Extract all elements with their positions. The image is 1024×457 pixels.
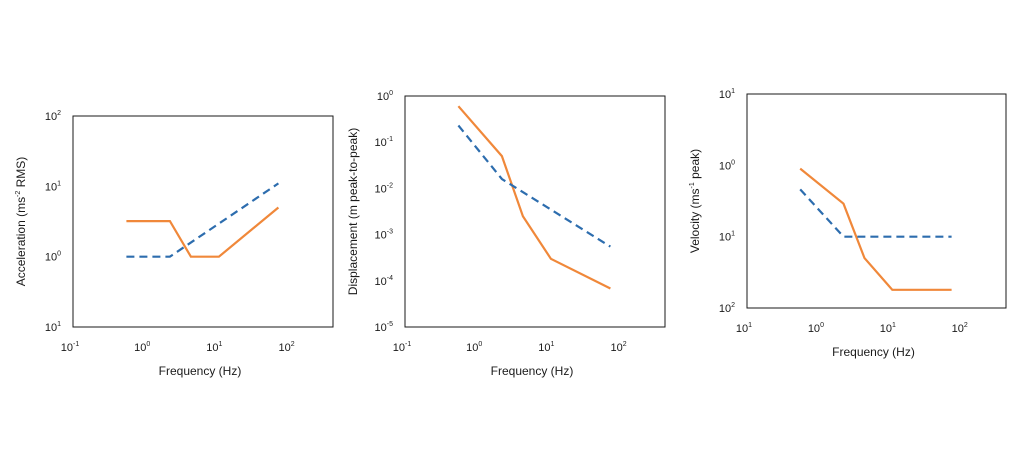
- dashed-series-line: [126, 182, 280, 258]
- solid-series-line: [457, 105, 611, 290]
- y-axis-label: Displacement (m peak-to-peak): [346, 128, 360, 295]
- x-tick-label: 102: [278, 341, 294, 354]
- chart-panel-1: 10-1 100 101 102 101 100 101 102 Frequency (Hz) A…: [14, 110, 334, 378]
- y-tick-label: 101: [45, 321, 61, 334]
- y-axis-label: Velocity (ms-1 peak): [688, 149, 702, 253]
- plot-frame: [72, 115, 334, 328]
- solid-series-line: [799, 167, 952, 291]
- x-axis-label: Frequency (Hz): [159, 364, 242, 378]
- x-tick-label: 10-1: [61, 341, 80, 354]
- dashed-series-line: [457, 124, 611, 248]
- x-tick-label: 101: [538, 341, 554, 354]
- x-tick-label: 10-1: [393, 341, 412, 354]
- y-tick-label: 100: [719, 159, 735, 172]
- y-tick-label: 100: [45, 251, 61, 264]
- x-tick-label: 100: [808, 322, 824, 335]
- x-axis-label: Frequency (Hz): [832, 345, 915, 359]
- y-tick-label: 10-1: [375, 136, 394, 149]
- y-axis-label: Acceleration (ms-2 RMS): [14, 157, 28, 287]
- y-tick-label: 10-2: [375, 182, 394, 195]
- y-tick-label: 101: [719, 88, 735, 101]
- chart-panel-2: 10-1 100 101 102 10-5 10-4 10-3 10-2 10-1 100 Freq…: [346, 90, 666, 378]
- x-tick-label: 101: [736, 322, 752, 335]
- y-tick-label: 101: [45, 180, 61, 193]
- plot-frame: [746, 93, 1007, 309]
- x-tick-label: 101: [206, 341, 222, 354]
- y-tick-label: 100: [377, 90, 393, 103]
- y-tick-label: 10-3: [375, 229, 394, 242]
- y-tick-label: 10-5: [375, 321, 394, 334]
- x-tick-label: 102: [952, 322, 968, 335]
- y-tick-label: 102: [719, 302, 735, 315]
- dashed-series-line: [799, 188, 952, 238]
- y-tick-label: 101: [719, 231, 735, 244]
- y-tick-label: 102: [45, 110, 61, 123]
- x-tick-label: 100: [134, 341, 150, 354]
- solid-series-line: [126, 206, 280, 258]
- x-axis-label: Frequency (Hz): [491, 364, 574, 378]
- y-tick-label: 10-4: [375, 275, 394, 288]
- x-tick-label: 102: [610, 341, 626, 354]
- x-tick-label: 100: [466, 341, 482, 354]
- x-tick-label: 101: [880, 322, 896, 335]
- plot-frame: [404, 95, 666, 328]
